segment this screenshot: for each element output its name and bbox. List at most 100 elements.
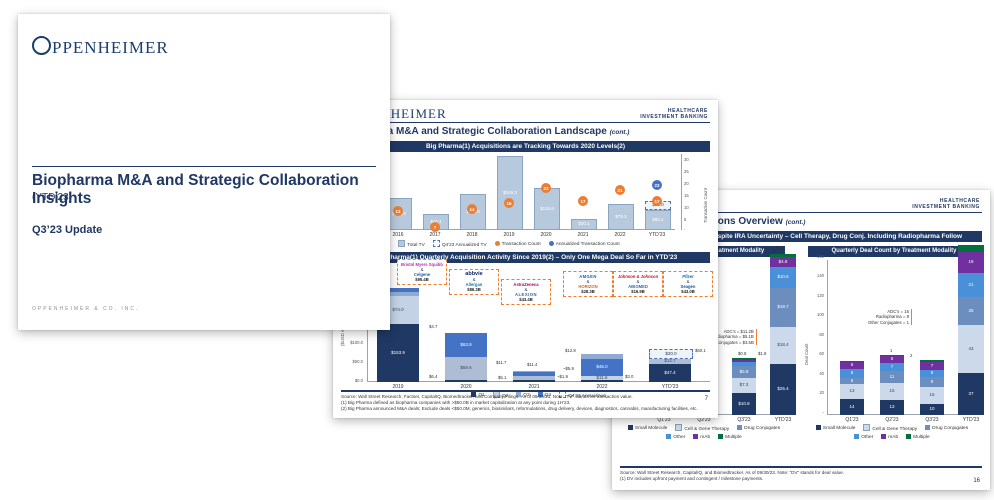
bar-segment: 13 xyxy=(840,384,864,399)
dept-line1: HEALTHCARE xyxy=(667,108,708,114)
legend-item: Total TV xyxy=(398,240,425,248)
slide-title: Biopharma M&A and Strategic Collaboratio… xyxy=(341,126,629,137)
footer-rule xyxy=(620,466,982,468)
legend-swatch xyxy=(925,425,931,430)
bar-segment xyxy=(732,358,756,360)
title-rule xyxy=(32,166,376,167)
annotation-line: ADC's = 16 xyxy=(887,308,909,314)
ampersand: & xyxy=(472,277,476,282)
bar-segment: 6 xyxy=(880,356,904,363)
bar-segment: 15 xyxy=(920,387,944,404)
side-label: $6.4 xyxy=(429,374,438,379)
legend-item: Other xyxy=(666,434,685,440)
count-bubble: 13 xyxy=(393,206,403,216)
dept-label: HEALTHCARE INVESTMENT BANKING xyxy=(912,198,980,210)
value-bar-ytd: $25.4 $18.4 $19.7 $10.5 $4.8 xyxy=(770,254,796,415)
legend-label: Small Molecule xyxy=(634,426,668,431)
legend-label: Q2 xyxy=(501,394,509,399)
annual-acquisitions-chart: $54.4 $101.2 $46.1 $113.8 $249.3 $134.6 … xyxy=(343,154,710,250)
target-logo: Seagen xyxy=(680,284,696,289)
legend-label: Multiple xyxy=(913,435,930,440)
ampersand: & xyxy=(420,267,424,272)
ytick: - xyxy=(822,410,824,415)
annotation-line: ADC's = $11.2B xyxy=(723,328,754,334)
x-label: YTD'23 xyxy=(962,417,980,423)
ytick: 100 xyxy=(817,312,824,317)
bar-segment xyxy=(958,245,984,252)
bar-segment xyxy=(920,360,944,362)
slide-footer: Source: Wall Street Research, CapitalIQ,… xyxy=(620,464,982,482)
bar-segment: $30.1 xyxy=(571,219,597,230)
bar-segment: $63.9 xyxy=(445,333,487,357)
bar-segment: $7.3 xyxy=(732,378,756,393)
count-bubble: 14 xyxy=(467,204,477,214)
stack-bar-2019: $153.9 $74.0 xyxy=(377,288,419,382)
bar-segment: 8 xyxy=(840,369,864,378)
deal-value: $86.3B xyxy=(467,287,481,292)
slide-title-cont: (cont.) xyxy=(609,129,630,136)
x-label: 2019 xyxy=(503,232,515,238)
footnote-1: (1) DV includes upfront payment and cont… xyxy=(620,476,764,481)
legend-label: Multiple xyxy=(725,435,742,440)
x-label: Q3'23 xyxy=(925,417,939,423)
legend-swatch xyxy=(666,434,672,439)
count-bubble: 22 xyxy=(541,183,551,193)
slide-title-text: Biopharma M&A and Strategic Collaboratio… xyxy=(341,126,607,137)
x-label: 2017 xyxy=(429,232,441,238)
ampersand: & xyxy=(524,287,528,292)
x-label: Q1'23 xyxy=(657,417,671,423)
legend-item: Small Molecule xyxy=(815,425,855,431)
legend-label: Q1 xyxy=(478,393,485,398)
bar-segment: 5 xyxy=(840,378,864,384)
logo-text: PPENHEIMER xyxy=(52,38,169,57)
ytick: 140 xyxy=(817,273,824,278)
bar-segment xyxy=(377,288,419,292)
x-label: 2022 xyxy=(614,232,626,238)
bar-segment xyxy=(377,292,419,296)
legend-item: Small Molecule xyxy=(627,425,668,431)
side-label: $11.4 xyxy=(527,362,538,367)
quarterly-acquisitions-chart: ($USD in Billions) $250.0 $200.0 $150.0 … xyxy=(340,259,713,399)
bar-segment xyxy=(581,354,623,359)
bar-segment xyxy=(770,254,796,257)
page-number: 16 xyxy=(973,478,980,484)
bar-segment: $10.5 xyxy=(770,267,796,288)
ytick: 80 xyxy=(819,332,824,337)
legend-swatch xyxy=(693,434,699,439)
target-logo: Celgene xyxy=(413,272,431,277)
bar-segment: $134.6 xyxy=(534,188,560,230)
acquirer-logo: abbvie xyxy=(465,271,483,277)
legend-item: mAb xyxy=(693,434,710,440)
bar-segment xyxy=(513,380,555,382)
legend-label: Drug Conjugates xyxy=(744,426,781,431)
top-label: $1.7 xyxy=(776,245,785,250)
deal-value: $43.4B xyxy=(519,297,533,302)
stack-bar-2020: $59.6 $63.9 xyxy=(445,333,487,382)
legend-item: Multiple xyxy=(906,434,930,440)
bar-segment xyxy=(513,376,555,380)
ytick: 30 xyxy=(684,157,689,162)
side-label: $60.1 xyxy=(695,348,706,353)
ytick: 160 xyxy=(817,254,824,259)
bar-segment: $5.8 xyxy=(732,366,756,378)
ytick: 5 xyxy=(684,217,687,222)
target-logo: HORIZON xyxy=(578,284,598,289)
ytick: 40 xyxy=(819,371,824,376)
slide-banner: Small Molecule Leads Despite IRA Uncerta… xyxy=(620,231,982,242)
annotation-line: Radiopharma = 8 xyxy=(875,314,909,319)
legend-item: Other xyxy=(854,434,873,440)
header-rule xyxy=(341,122,710,123)
tv-bar-2019: $249.3 xyxy=(497,156,523,230)
slide-landscape: PPENHEIMER HEALTHCARE INVESTMENT BANKING… xyxy=(333,100,718,418)
acquirer-logo: Johnson & Johnson xyxy=(617,274,659,279)
bar-segment: $59.6 xyxy=(445,357,487,380)
dept-label: HEALTHCARE INVESTMENT BANKING xyxy=(640,108,708,120)
cover-title: Biopharma M&A and Strategic Collaboratio… xyxy=(32,172,359,207)
x-label: 2019 xyxy=(392,384,404,390)
source-note: Source: Wall Street Research, CapitalIQ,… xyxy=(620,470,845,475)
conjugates-annotation: ADC's = $11.2B Radiopharma = $5.1B Other… xyxy=(704,328,757,345)
annualized-segment: $20.0 xyxy=(649,349,693,359)
deal-callout-jnj-abiomed: Johnson & Johnson & ABIOMED $16.9B xyxy=(613,271,663,297)
x-label: Q2'23 xyxy=(885,417,899,423)
